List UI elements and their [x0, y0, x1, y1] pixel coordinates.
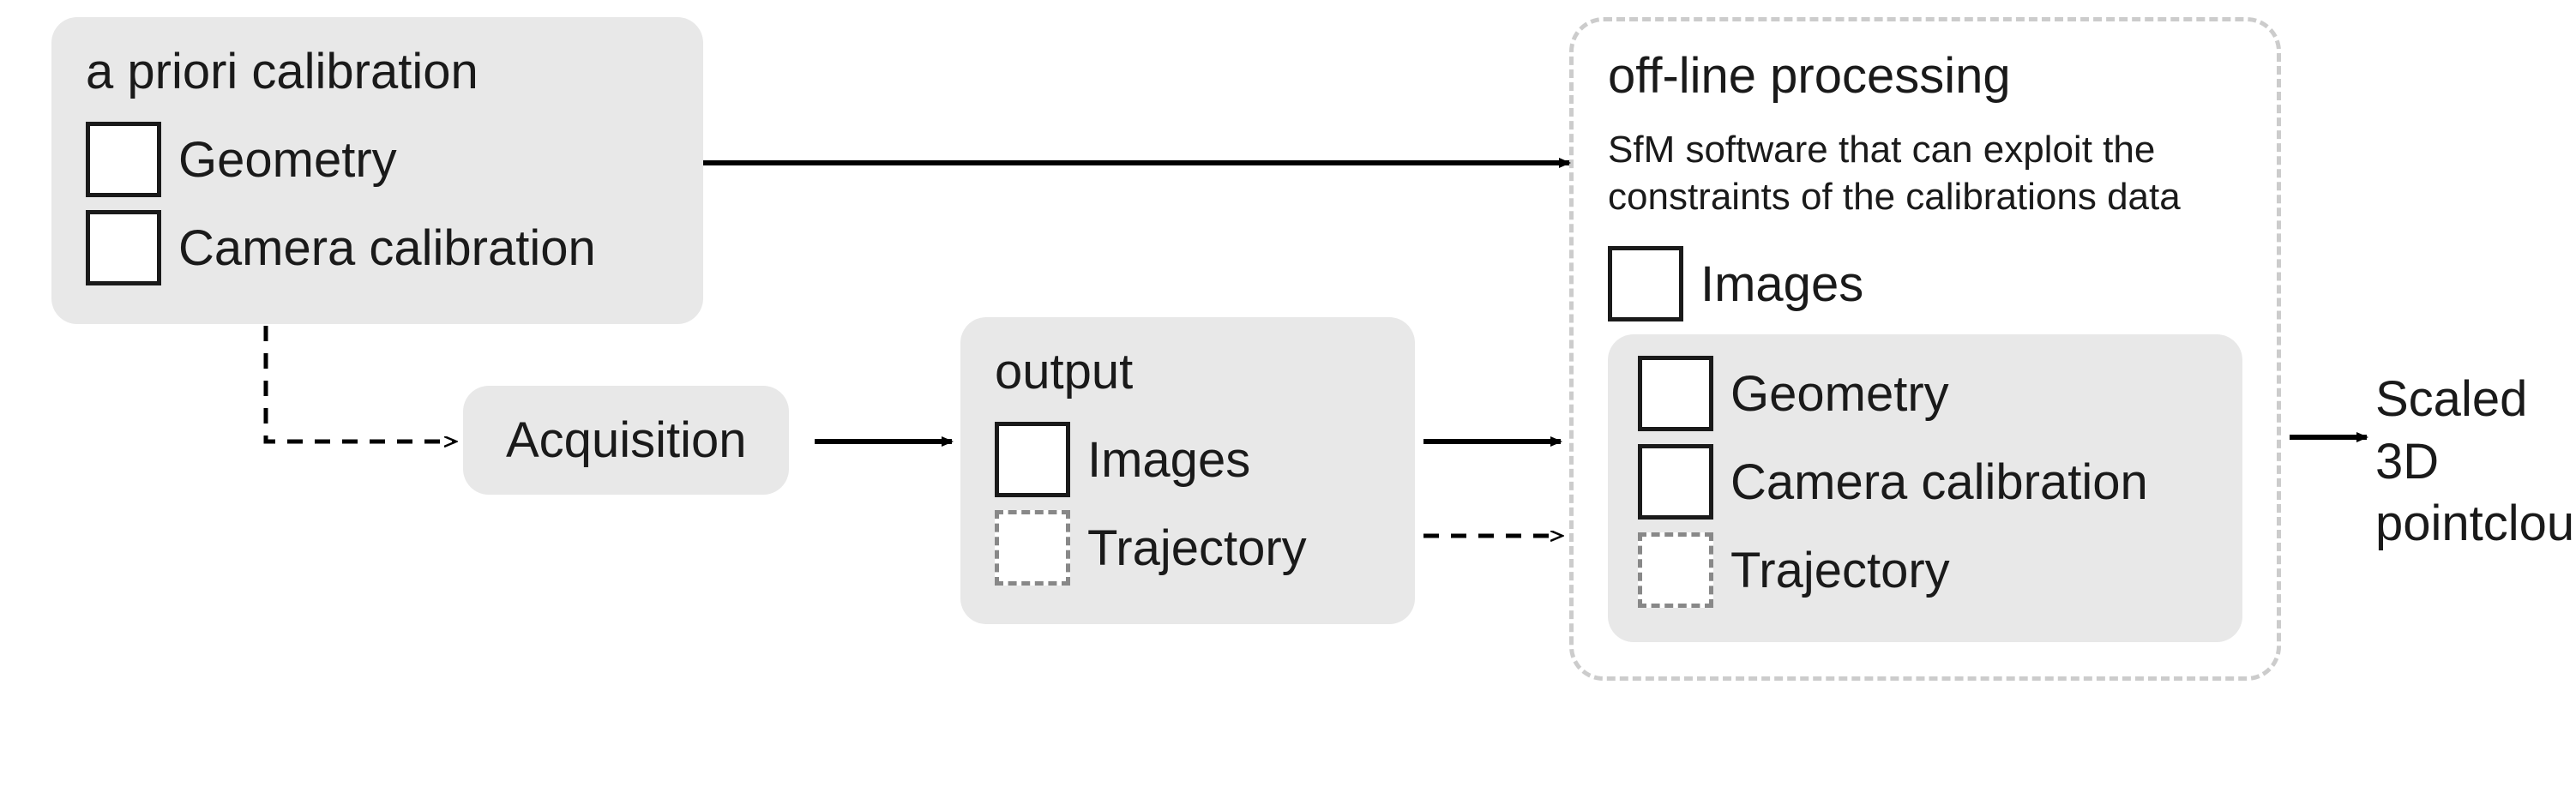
apriori-item-camera: Camera calibration	[86, 210, 669, 285]
checkbox-icon	[1608, 246, 1683, 321]
offline-inner-label: Camera calibration	[1730, 454, 2148, 511]
offline-desc: SfM software that can exploit the constr…	[1608, 126, 2242, 220]
offline-inner-camera: Camera calibration	[1638, 444, 2212, 520]
offline-inner-trajectory: Trajectory	[1638, 532, 2212, 608]
apriori-label: Camera calibration	[178, 219, 596, 277]
output-item-images: Images	[995, 422, 1381, 497]
arrow-apriori-acquisition	[266, 326, 454, 442]
checkbox-icon	[995, 422, 1070, 497]
diagram-canvas: a priori calibration Geometry Camera cal…	[0, 0, 2576, 805]
acquisition-box: Acquisition	[463, 386, 789, 495]
output-label: Images	[1087, 431, 1250, 489]
offline-title: off-line processing	[1608, 47, 2242, 105]
final-line2: pointcloud	[2375, 496, 2576, 551]
final-line1: Scaled 3D	[2375, 371, 2527, 490]
checkbox-icon	[1638, 444, 1713, 520]
offline-inner-box: Geometry Camera calibration Trajectory	[1608, 334, 2242, 642]
checkbox-dashed-icon	[995, 510, 1070, 586]
apriori-item-geometry: Geometry	[86, 122, 669, 197]
apriori-label: Geometry	[178, 131, 397, 189]
final-output-text: Scaled 3D pointcloud	[2375, 369, 2576, 556]
acquisition-label: Acquisition	[506, 412, 746, 469]
offline-container: off-line processing SfM software that ca…	[1569, 17, 2281, 681]
checkbox-dashed-icon	[1638, 532, 1713, 608]
output-label: Trajectory	[1087, 520, 1307, 577]
offline-inner-label: Geometry	[1730, 365, 1949, 423]
offline-inner-label: Trajectory	[1730, 542, 1950, 599]
apriori-title: a priori calibration	[86, 43, 669, 100]
checkbox-icon	[1638, 356, 1713, 431]
offline-inner-geometry: Geometry	[1638, 356, 2212, 431]
offline-label: Images	[1700, 255, 1863, 313]
output-box: output Images Trajectory	[960, 317, 1415, 624]
offline-item-images: Images	[1608, 246, 2242, 321]
checkbox-icon	[86, 210, 161, 285]
apriori-box: a priori calibration Geometry Camera cal…	[51, 17, 703, 324]
output-item-trajectory: Trajectory	[995, 510, 1381, 586]
checkbox-icon	[86, 122, 161, 197]
output-title: output	[995, 343, 1381, 400]
